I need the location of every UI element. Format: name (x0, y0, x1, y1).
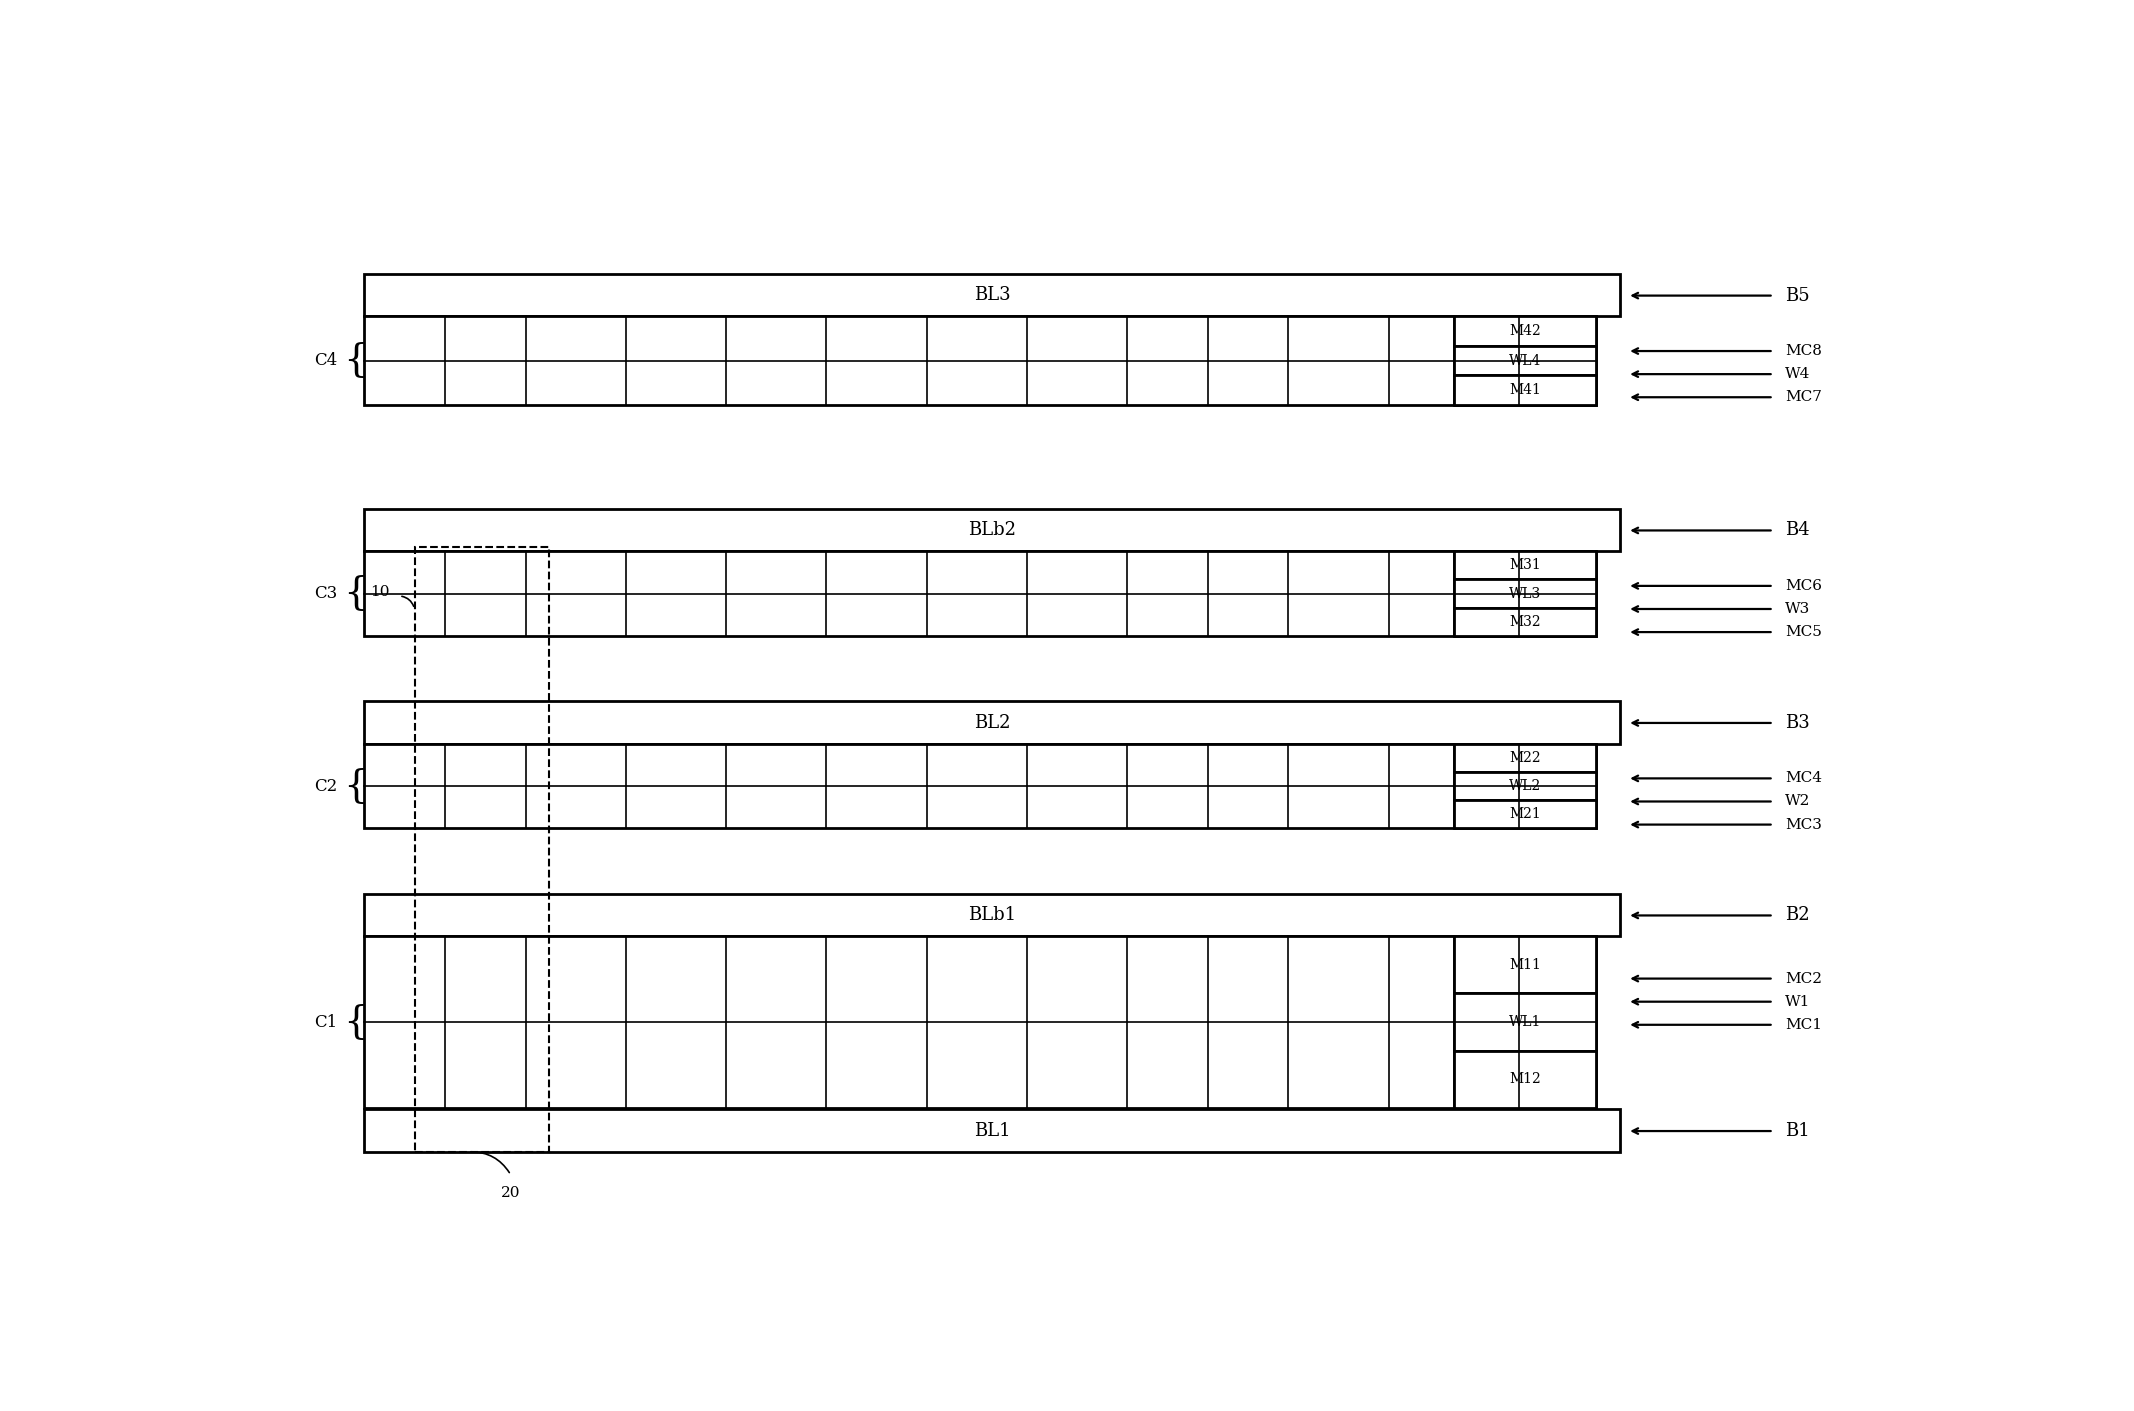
Bar (365, 937, 1596, 1108)
Text: {: { (344, 341, 367, 380)
Bar (1453, 552, 1596, 580)
Text: WL1: WL1 (1509, 1015, 1541, 1029)
Text: MC8: MC8 (1786, 344, 1822, 358)
Text: M31: M31 (1509, 559, 1541, 573)
Text: {: { (344, 576, 367, 612)
Text: W4: W4 (1786, 367, 1810, 381)
Text: M42: M42 (1509, 325, 1541, 339)
Bar (1453, 375, 1596, 405)
Bar (365, 509, 1620, 552)
Text: MC4: MC4 (1786, 772, 1822, 786)
Text: M32: M32 (1509, 615, 1541, 629)
Text: WL2: WL2 (1509, 779, 1541, 793)
Text: M11: M11 (1509, 958, 1541, 972)
Text: MC6: MC6 (1786, 579, 1822, 593)
Text: BL1: BL1 (973, 1122, 1009, 1140)
Text: MC1: MC1 (1786, 1017, 1822, 1031)
Text: C1: C1 (314, 1013, 337, 1030)
Text: M12: M12 (1509, 1072, 1541, 1086)
Text: C3: C3 (314, 586, 337, 602)
Bar (365, 274, 1620, 316)
Text: B5: B5 (1786, 286, 1810, 305)
Text: BL2: BL2 (973, 714, 1009, 731)
Text: WL3: WL3 (1509, 587, 1541, 601)
Bar (365, 1109, 1620, 1151)
Text: BLb2: BLb2 (969, 521, 1016, 539)
Bar (1453, 772, 1596, 800)
Text: B1: B1 (1786, 1122, 1810, 1140)
Bar (365, 895, 1620, 937)
Text: MC7: MC7 (1786, 391, 1822, 404)
Text: 20: 20 (501, 1187, 521, 1201)
Text: W2: W2 (1786, 794, 1810, 809)
Bar (1453, 993, 1596, 1051)
Text: B4: B4 (1786, 522, 1810, 539)
Bar (365, 316, 1596, 405)
Bar (1453, 800, 1596, 828)
Text: BLb1: BLb1 (969, 906, 1016, 924)
Text: BL3: BL3 (973, 286, 1009, 305)
Text: C4: C4 (314, 353, 337, 370)
Text: 10: 10 (369, 586, 388, 600)
Bar (365, 552, 1596, 636)
Text: {: { (344, 768, 367, 804)
Bar (365, 744, 1596, 828)
Text: {: { (344, 1003, 367, 1040)
Text: WL4: WL4 (1509, 354, 1541, 368)
Text: C2: C2 (314, 777, 337, 794)
Bar (1453, 937, 1596, 993)
Text: W3: W3 (1786, 602, 1810, 617)
Bar (1453, 744, 1596, 772)
Text: B3: B3 (1786, 714, 1810, 732)
Bar (1453, 608, 1596, 636)
Bar (1453, 580, 1596, 608)
Text: M21: M21 (1509, 807, 1541, 821)
Text: MC5: MC5 (1786, 625, 1822, 639)
Text: B2: B2 (1786, 906, 1810, 924)
Text: W1: W1 (1786, 995, 1810, 1009)
Text: M22: M22 (1509, 751, 1541, 765)
Text: MC2: MC2 (1786, 972, 1822, 986)
Bar (365, 701, 1620, 744)
Bar (414, 547, 548, 1151)
Text: M41: M41 (1509, 384, 1541, 396)
Bar (1453, 1051, 1596, 1108)
Bar (1453, 346, 1596, 375)
Bar (1453, 316, 1596, 346)
Text: MC3: MC3 (1786, 817, 1822, 831)
